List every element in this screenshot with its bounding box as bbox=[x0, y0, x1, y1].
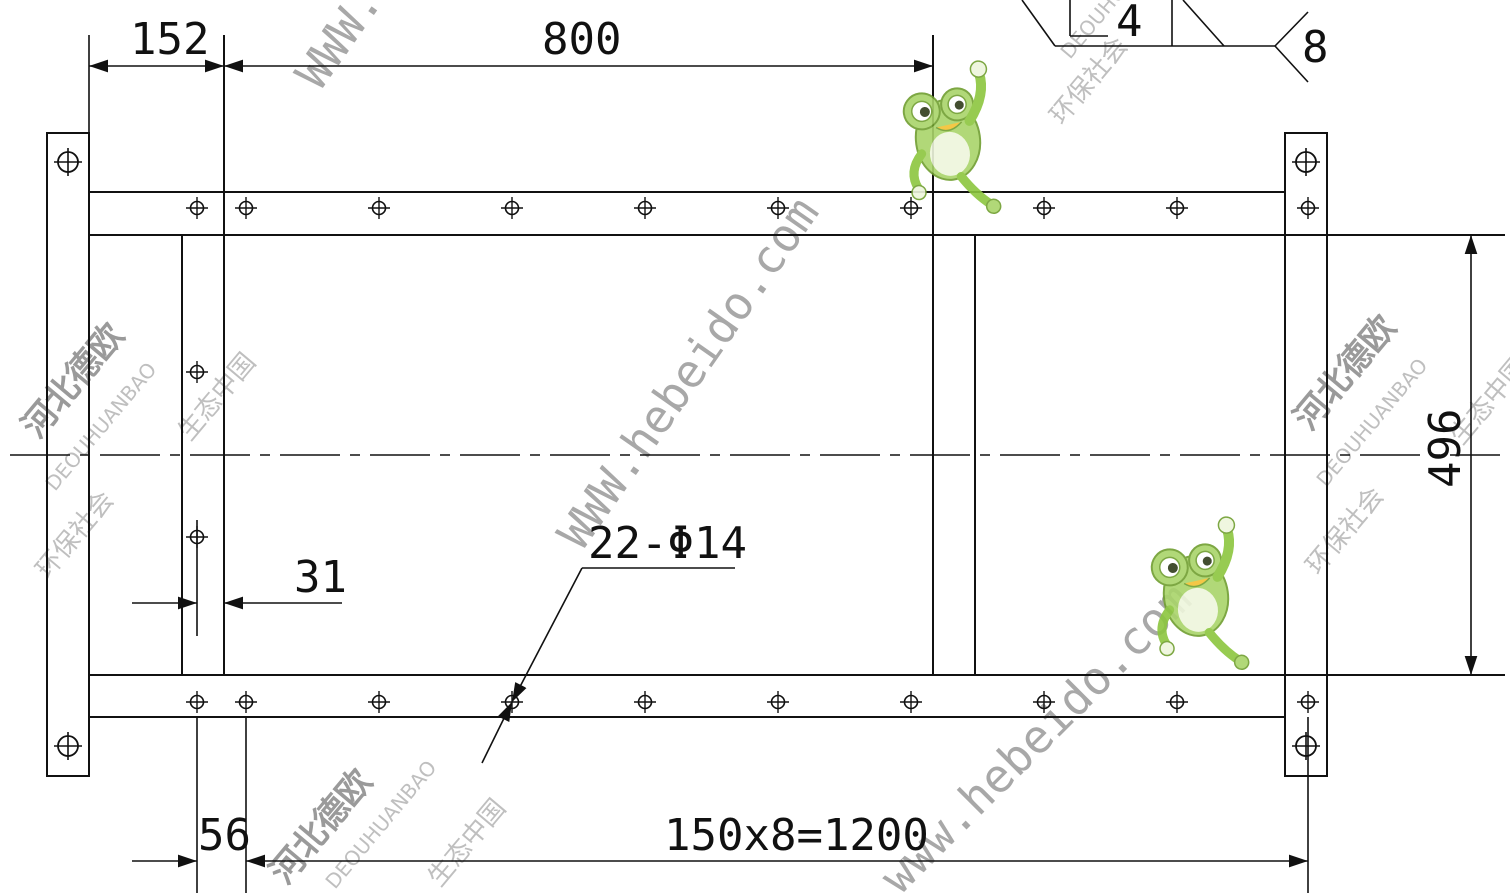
dim-496-label: 496 bbox=[1420, 409, 1471, 488]
dim-1200-label: 150x8=1200 bbox=[664, 810, 929, 861]
hole-callout: 22-Φ14 bbox=[481, 518, 747, 764]
dim-800-label: 800 bbox=[542, 14, 621, 65]
dimension-56: 56 bbox=[132, 717, 251, 893]
frog-mascot-top bbox=[895, 60, 1006, 224]
watermark-url-top: WWW.h bbox=[285, 0, 409, 98]
watermark-eco-bottom: 生态中国 bbox=[422, 794, 512, 893]
dimension-152: 152 bbox=[88, 14, 224, 133]
weld-size-label: 4 bbox=[1116, 0, 1143, 47]
watermark-society-left: 环保社会 bbox=[30, 486, 120, 585]
dim-31-label: 31 bbox=[294, 552, 347, 603]
frame-outline bbox=[10, 35, 1505, 777]
dim-152-label: 152 bbox=[130, 14, 209, 65]
weld-symbol: 4 8 bbox=[1021, 0, 1329, 83]
dimension-31: 31 bbox=[132, 520, 347, 636]
dimension-800: 800 bbox=[224, 14, 933, 73]
hole-callout-label: 22-Φ14 bbox=[588, 518, 747, 569]
watermark-eco-left: 生态中国 bbox=[172, 348, 262, 447]
watermark-society-right: 环保社会 bbox=[1300, 482, 1390, 581]
dim-56-label: 56 bbox=[198, 810, 251, 861]
dimension-496: 496 bbox=[1420, 235, 1478, 675]
dimension-1200: 150x8=1200 bbox=[246, 717, 1309, 893]
weld-length-label: 8 bbox=[1302, 22, 1329, 73]
watermark-url-center: WWW.hebeido.com bbox=[547, 187, 830, 558]
